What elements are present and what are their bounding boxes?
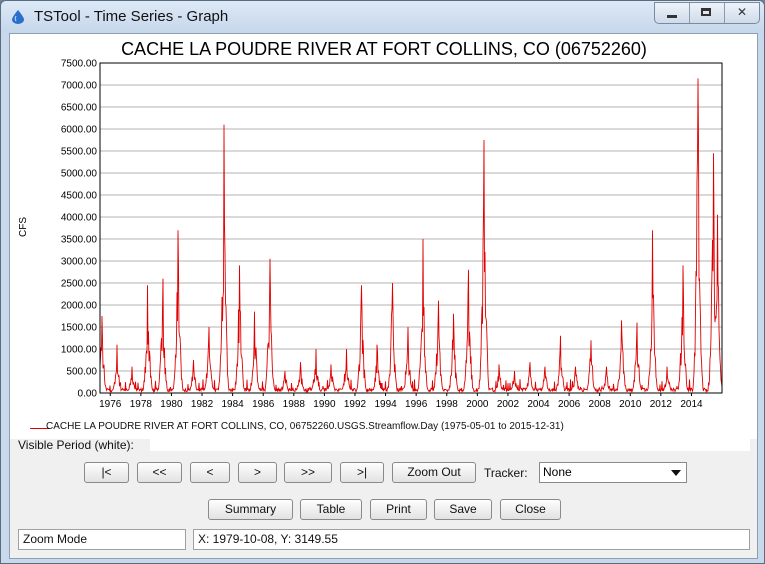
- y-tick-label: 1500.00: [61, 323, 98, 334]
- legend-entry: CACHE LA POUDRE RIVER AT FORT COLLINS, C…: [46, 421, 564, 432]
- plot-frame: [99, 62, 723, 394]
- window-controls: [654, 2, 760, 24]
- grid-lines: [100, 62, 722, 394]
- graph-panel[interactable]: CACHE LA POUDRE RIVER AT FORT COLLINS, C…: [10, 34, 757, 438]
- back-big-button[interactable]: <<: [137, 462, 182, 483]
- x-tick-label: 1992: [344, 399, 367, 410]
- x-tick-label: 1988: [283, 399, 306, 410]
- legend: CACHE LA POUDRE RIVER AT FORT COLLINS, C…: [10, 419, 757, 439]
- zoom-out-button[interactable]: Zoom Out: [392, 462, 476, 483]
- y-tick-label: 2500.00: [61, 279, 98, 290]
- maximize-icon[interactable]: [690, 3, 725, 23]
- tracker-select[interactable]: None: [539, 462, 687, 483]
- y-tick-label: 5500.00: [61, 147, 98, 158]
- save-button[interactable]: Save: [434, 499, 492, 520]
- y-tick-labels: 0.00 500.00 1000.00 1500.00 2000.00 2500.00 30…: [61, 59, 98, 400]
- summary-button[interactable]: Summary: [208, 499, 293, 520]
- y-tick-label: 0.00: [78, 389, 98, 400]
- x-tick-label: 2010: [619, 399, 642, 410]
- close-button[interactable]: Close: [500, 499, 561, 520]
- x-tick-label: 1980: [160, 399, 183, 410]
- y-tick-label: 7500.00: [61, 59, 98, 70]
- window-title: TSTool - Time Series - Graph: [34, 8, 229, 25]
- title-bar[interactable]: TSTool - Time Series - Graph: [1, 1, 764, 33]
- x-tick-label: 2002: [497, 399, 520, 410]
- client-area: CACHE LA POUDRE RIVER AT FORT COLLINS, C…: [9, 33, 758, 559]
- y-tick-label: 1000.00: [61, 345, 98, 356]
- status-coordinates: X: 1979-10-08, Y: 3149.55: [193, 529, 750, 550]
- chart-title: CACHE LA POUDRE RIVER AT FORT COLLINS, C…: [121, 39, 647, 59]
- x-tick-label: 1982: [191, 399, 214, 410]
- x-tick-labels: 1976 1978 1980 1982 1984 1986 1988 1990 1992 1994…: [99, 393, 703, 410]
- y-tick-label: 5000.00: [61, 169, 98, 180]
- x-tick-label: 2004: [527, 399, 550, 410]
- y-tick-label: 6000.00: [61, 125, 98, 136]
- y-axis-label: CFS: [18, 217, 29, 237]
- x-tick-label: 1994: [374, 399, 397, 410]
- tracker-value: None: [543, 465, 572, 479]
- x-tick-label: 1984: [221, 399, 244, 410]
- y-tick-label: 4000.00: [61, 213, 98, 224]
- forward-button[interactable]: >: [238, 462, 277, 483]
- back-button[interactable]: <: [190, 462, 230, 483]
- y-tick-label: 4500.00: [61, 191, 98, 202]
- y-tick-label: 6500.00: [61, 103, 98, 114]
- x-tick-label: 1996: [405, 399, 428, 410]
- print-button[interactable]: Print: [370, 499, 427, 520]
- visible-period-label: Visible Period (white):: [18, 438, 134, 452]
- x-tick-label: 2006: [558, 399, 581, 410]
- y-tick-label: 500.00: [66, 367, 97, 378]
- x-tick-label: 1986: [252, 399, 275, 410]
- streamflow-chart[interactable]: CACHE LA POUDRE RIVER AT FORT COLLINS, C…: [10, 34, 757, 419]
- y-tick-label: 7000.00: [61, 81, 98, 92]
- chevron-down-icon[interactable]: [671, 470, 681, 476]
- x-tick-label: 1998: [436, 399, 459, 410]
- y-tick-label: 3000.00: [61, 257, 98, 268]
- status-mode: Zoom Mode: [18, 529, 186, 550]
- table-button[interactable]: Table: [300, 499, 362, 520]
- y-tick-label: 2000.00: [61, 301, 98, 312]
- x-tick-label: 1978: [130, 399, 153, 410]
- tracker-label: Tracker:: [484, 466, 528, 480]
- legend-swatch: [30, 428, 50, 429]
- streamflow-series-line: [99, 78, 723, 394]
- y-tick-label: 3500.00: [61, 235, 98, 246]
- x-tick-label: 2000: [466, 399, 489, 410]
- droplet-icon: [12, 10, 24, 24]
- close-icon[interactable]: [725, 3, 759, 23]
- x-tick-label: 2014: [680, 399, 703, 410]
- x-tick-label: 2012: [650, 399, 673, 410]
- last-button[interactable]: >|: [340, 462, 384, 483]
- x-tick-label: 2008: [589, 399, 612, 410]
- x-tick-label: 1976: [99, 399, 122, 410]
- first-button[interactable]: |<: [84, 462, 129, 483]
- visible-period-field: [150, 436, 750, 451]
- x-tick-label: 1990: [313, 399, 336, 410]
- minimize-icon[interactable]: [655, 3, 690, 23]
- forward-big-button[interactable]: >>: [284, 462, 332, 483]
